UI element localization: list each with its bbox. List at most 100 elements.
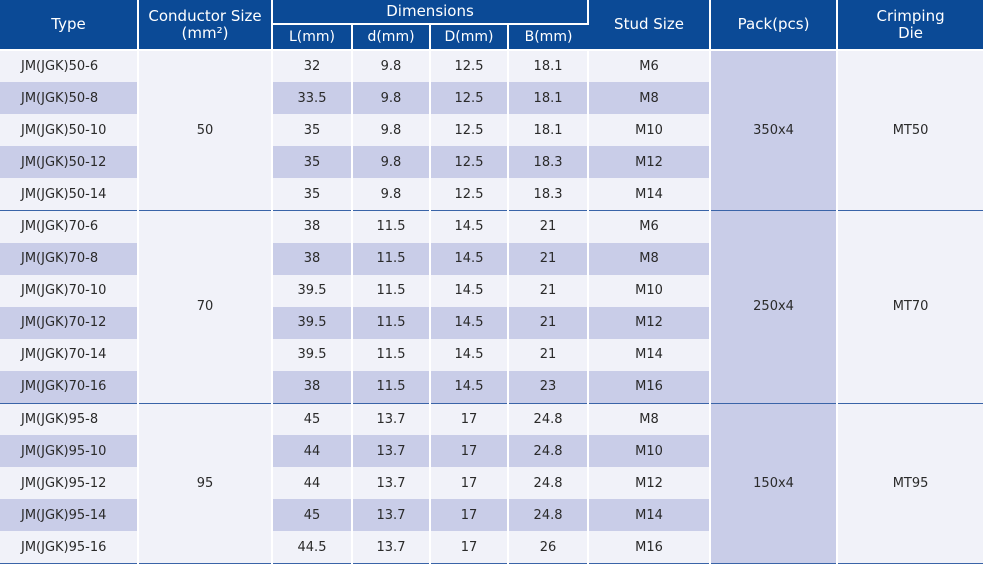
length-cell: 33.5: [272, 82, 353, 115]
header-d-large: D(mm): [430, 24, 509, 51]
b-dimension-cell: 21: [508, 338, 590, 371]
type-cell: JM(JGK)50-6: [0, 50, 139, 83]
crimping-die-cell: MT95: [837, 403, 983, 564]
length-cell: 39.5: [272, 274, 353, 307]
inner-diameter-cell: 13.7: [352, 499, 431, 532]
length-cell: 35: [272, 146, 353, 179]
inner-diameter-cell: 9.8: [352, 50, 431, 83]
type-cell: JM(JGK)95-16: [0, 531, 139, 564]
header-pack: Pack(pcs): [710, 0, 839, 51]
inner-diameter-cell: 13.7: [352, 531, 431, 564]
inner-diameter-cell: 9.8: [352, 146, 431, 179]
conductor-size-cell: 95: [138, 403, 273, 564]
type-cell: JM(JGK)50-14: [0, 178, 139, 211]
outer-diameter-cell: 14.5: [430, 274, 509, 307]
stud-size-cell: M10: [588, 274, 712, 307]
b-dimension-cell: 18.1: [508, 82, 590, 115]
outer-diameter-cell: 17: [430, 435, 509, 468]
table-row: JM(JGK)95-12 44 13.7 17 24.8 M12: [0, 467, 983, 500]
inner-diameter-cell: 11.5: [352, 274, 431, 307]
header-d-small: d(mm): [352, 24, 431, 51]
outer-diameter-cell: 14.5: [430, 370, 509, 404]
length-cell: 44: [272, 467, 353, 500]
type-cell: JM(JGK)70-6: [0, 210, 139, 243]
stud-size-cell: M12: [588, 467, 712, 500]
outer-diameter-cell: 14.5: [430, 338, 509, 371]
table-body: JM(JGK)50-6 50 32 9.8 12.5 18.1 M6 350x4 MT50 JM(…: [0, 50, 983, 564]
length-cell: 32: [272, 50, 353, 83]
pack-cell: 350x4: [710, 50, 839, 211]
b-dimension-cell: 21: [508, 242, 590, 275]
inner-diameter-cell: 13.7: [352, 403, 431, 436]
outer-diameter-cell: 12.5: [430, 146, 509, 179]
length-cell: 44: [272, 435, 353, 468]
stud-size-cell: M8: [588, 403, 712, 436]
table-row: JM(JGK)50-8 33.5 9.8 12.5 18.1 M8: [0, 82, 983, 115]
stud-size-cell: M12: [588, 306, 712, 339]
header-dimensions: Dimensions: [272, 0, 590, 25]
length-cell: 35: [272, 178, 353, 211]
length-cell: 38: [272, 210, 353, 243]
b-dimension-cell: 24.8: [508, 467, 590, 500]
outer-diameter-cell: 17: [430, 531, 509, 564]
stud-size-cell: M12: [588, 146, 712, 179]
outer-diameter-cell: 17: [430, 467, 509, 500]
type-cell: JM(JGK)70-8: [0, 242, 139, 275]
b-dimension-cell: 21: [508, 210, 590, 243]
length-cell: 38: [272, 370, 353, 404]
outer-diameter-cell: 14.5: [430, 306, 509, 339]
table-row: JM(JGK)95-10 44 13.7 17 24.8 M10: [0, 435, 983, 468]
outer-diameter-cell: 17: [430, 499, 509, 532]
table-row: JM(JGK)50-6 50 32 9.8 12.5 18.1 M6 350x4 MT50: [0, 50, 983, 211]
length-cell: 45: [272, 403, 353, 436]
header-crimping-die-label: Crimping Die: [876, 6, 945, 42]
stud-size-cell: M16: [588, 370, 712, 404]
stud-size-cell: M14: [588, 499, 712, 532]
inner-diameter-cell: 11.5: [352, 370, 431, 404]
length-cell: 35: [272, 114, 353, 147]
type-cell: JM(JGK)95-14: [0, 499, 139, 532]
outer-diameter-cell: 12.5: [430, 178, 509, 211]
inner-diameter-cell: 9.8: [352, 178, 431, 211]
b-dimension-cell: 18.1: [508, 114, 590, 147]
stud-size-cell: M8: [588, 242, 712, 275]
header-stud-size: Stud Size: [588, 0, 712, 51]
length-cell: 39.5: [272, 338, 353, 371]
table-header: Type Conductor Size (mm²) Dimensions Stu…: [0, 0, 983, 51]
header-conductor-size-label: Conductor Size (mm²): [148, 6, 262, 42]
inner-diameter-cell: 9.8: [352, 114, 431, 147]
type-cell: JM(JGK)95-12: [0, 467, 139, 500]
inner-diameter-cell: 9.8: [352, 82, 431, 115]
conductor-size-cell: 50: [138, 50, 273, 211]
type-cell: JM(JGK)70-14: [0, 338, 139, 371]
pack-cell: 250x4: [710, 210, 839, 404]
inner-diameter-cell: 11.5: [352, 306, 431, 339]
stud-size-cell: M6: [588, 210, 712, 243]
table-row: JM(JGK)70-12 39.5 11.5 14.5 21 M12: [0, 306, 983, 339]
table-row: JM(JGK)50-10 35 9.8 12.5 18.1 M10: [0, 114, 983, 147]
inner-diameter-cell: 13.7: [352, 435, 431, 468]
crimping-die-cell: MT50: [837, 50, 983, 211]
stud-size-cell: M6: [588, 50, 712, 83]
type-cell: JM(JGK)50-10: [0, 114, 139, 147]
outer-diameter-cell: 12.5: [430, 50, 509, 83]
table-row: JM(JGK)50-12 35 9.8 12.5 18.3 M12: [0, 146, 983, 179]
type-cell: JM(JGK)50-12: [0, 146, 139, 179]
table-row: JM(JGK)70-10 39.5 11.5 14.5 21 M10: [0, 274, 983, 307]
crimping-die-cell: MT70: [837, 210, 983, 404]
inner-diameter-cell: 11.5: [352, 210, 431, 243]
b-dimension-cell: 24.8: [508, 435, 590, 468]
stud-size-cell: M14: [588, 178, 712, 211]
header-type: Type: [0, 0, 139, 51]
inner-diameter-cell: 13.7: [352, 467, 431, 500]
table-row: JM(JGK)95-16 44.5 13.7 17 26 M16: [0, 531, 983, 564]
length-cell: 39.5: [272, 306, 353, 339]
table-row: JM(JGK)70-6 70 38 11.5 14.5 21 M6 250x4 MT70: [0, 210, 983, 404]
b-dimension-cell: 18.1: [508, 50, 590, 83]
length-cell: 38: [272, 242, 353, 275]
b-dimension-cell: 18.3: [508, 178, 590, 211]
stud-size-cell: M8: [588, 82, 712, 115]
inner-diameter-cell: 11.5: [352, 242, 431, 275]
inner-diameter-cell: 11.5: [352, 338, 431, 371]
